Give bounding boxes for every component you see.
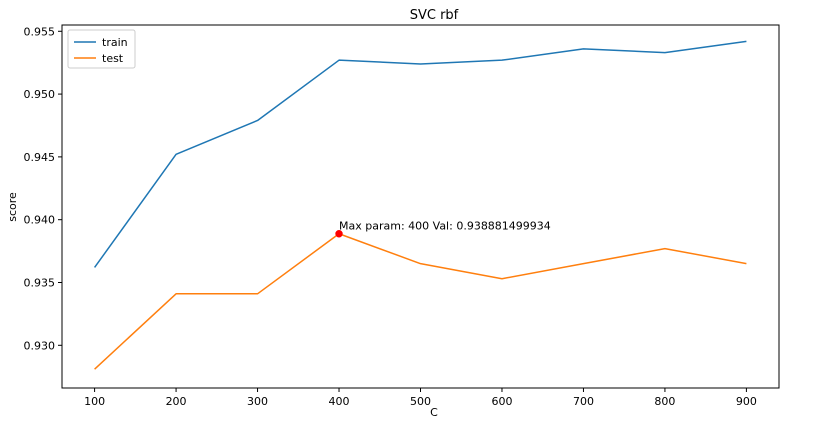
x-tick-label: 800 [654, 395, 675, 408]
max-point-marker [335, 230, 343, 238]
x-tick-label: 300 [247, 395, 268, 408]
series-layer [93, 40, 747, 370]
legend-label-test: test [102, 52, 124, 65]
y-tick-label: 0.940 [24, 214, 56, 227]
x-tick-label: 400 [329, 395, 350, 408]
y-tick-label: 0.935 [24, 276, 56, 289]
chart-title: SVC rbf [410, 8, 459, 23]
axes-layer: 100 200 300 400 500 600 700 800 900 0.930 0.935 0.9… [24, 24, 780, 408]
legend-label-train: train [102, 36, 128, 49]
x-tick-label: 900 [736, 395, 757, 408]
x-tick-label: 200 [166, 395, 187, 408]
y-tick-label: 0.950 [24, 88, 56, 101]
series-line-train [93, 40, 747, 268]
max-annotation: Max param: 400 Val: 0.938881499934 [339, 220, 551, 233]
y-axis-label: score [6, 192, 19, 222]
y-tick-label: 0.945 [24, 151, 56, 164]
y-tick-label: 0.930 [24, 339, 56, 352]
series-line-test [94, 233, 747, 370]
x-tick-label: 600 [491, 395, 512, 408]
x-axis-label: C [430, 406, 438, 419]
x-tick-label: 100 [84, 395, 105, 408]
legend: train test [67, 29, 136, 69]
y-tick-label: 0.955 [24, 25, 56, 38]
x-tick-label: 500 [410, 395, 431, 408]
x-tick-label: 700 [573, 395, 594, 408]
